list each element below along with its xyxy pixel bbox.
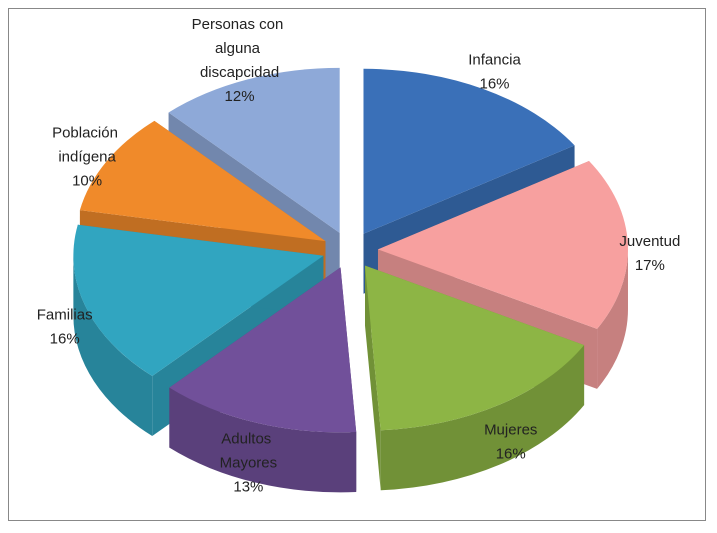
- slice-outer-wall: [73, 255, 153, 436]
- label-line: Juventud: [619, 233, 680, 250]
- label-line: indígena: [58, 148, 116, 165]
- data-label-category: Juventud: [619, 233, 680, 250]
- slice-top: [363, 68, 575, 234]
- pie-slice: [365, 265, 585, 491]
- label-line: Población: [52, 124, 122, 141]
- slice-top: [168, 67, 340, 233]
- label-line: Mayores: [220, 454, 278, 471]
- data-label-category: Infancia: [468, 52, 521, 69]
- data-label-category: Personas con alguna discapcidad: [192, 16, 288, 81]
- plot-area: Infancia 16% Juventud 17% Mujeres 16% Adultos …: [37, 16, 681, 495]
- data-label-value: 13%: [233, 478, 263, 495]
- slice-outer-wall: [380, 345, 585, 491]
- label-line: alguna: [215, 40, 264, 57]
- data-label-category: Adultos Mayores: [220, 430, 278, 471]
- data-label-value: 16%: [50, 330, 80, 347]
- label-line: Personas con: [192, 16, 288, 33]
- label-line: Adultos: [221, 430, 275, 447]
- label-line: discapcidad: [200, 64, 279, 81]
- pie-slice: [169, 267, 357, 493]
- data-label-value: 12%: [225, 88, 255, 105]
- slice-outer-wall: [597, 249, 628, 389]
- data-label-category: Familias: [37, 306, 93, 323]
- label-line: Infancia: [468, 52, 521, 69]
- slice-top: [365, 265, 585, 431]
- label-line: Familias: [37, 306, 93, 323]
- slice-top: [73, 224, 324, 376]
- slice-top: [79, 120, 326, 242]
- data-label-value: 10%: [72, 172, 102, 189]
- slice-outer-wall: [169, 387, 357, 493]
- data-label-value: 16%: [480, 76, 510, 93]
- slice-top: [169, 267, 357, 433]
- data-label-value: 17%: [635, 257, 665, 274]
- data-label-value: 16%: [496, 446, 526, 463]
- data-label-category: Población indígena: [52, 124, 122, 165]
- label-line: Mujeres: [484, 422, 537, 439]
- slice-radial-wall: [365, 265, 381, 491]
- slice-top: [377, 161, 628, 329]
- data-label-category: Mujeres: [484, 422, 537, 439]
